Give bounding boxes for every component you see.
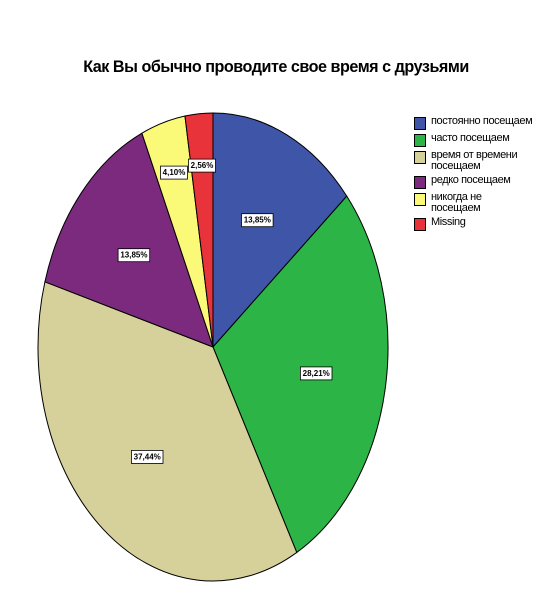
data-label-box: [299, 366, 333, 381]
legend-item: Missing: [414, 217, 550, 231]
data-label-text: 13,85%: [120, 251, 147, 260]
legend-item: никогда не посещаем: [414, 192, 550, 214]
legend-swatch: [414, 176, 426, 189]
data-label-box: [160, 165, 188, 180]
data-label-text: 4,10%: [163, 168, 186, 177]
legend-label: редко посещаем: [431, 174, 511, 186]
legend-swatch: [414, 134, 426, 147]
legend-label: время от времени посещаем: [431, 149, 518, 172]
legend-swatch: [414, 218, 426, 231]
legend-item: часто посещаем: [414, 133, 550, 147]
legend-label: никогда не посещаем: [431, 191, 482, 214]
pie-slice-3: [37, 281, 298, 582]
chart-legend: постоянно посещаем часто посещаем время от…: [414, 116, 550, 234]
data-label-4: 13,85%: [117, 248, 151, 263]
legend-swatch: [414, 117, 426, 130]
legend-swatch: [414, 193, 426, 206]
legend-item: редко посещаем: [414, 175, 550, 189]
legend-label: Missing: [431, 216, 466, 228]
data-label-5: 4,10%: [160, 165, 188, 180]
data-label-box: [117, 248, 151, 263]
legend-item: постоянно посещаем: [414, 116, 550, 130]
data-label-box: [130, 449, 164, 464]
data-label-box: [188, 158, 216, 173]
data-label-box: [241, 213, 274, 228]
data-label-text: 2,56%: [191, 161, 214, 170]
pie-slice-1: [212, 112, 348, 349]
data-label-6: 2,56%: [188, 158, 216, 173]
data-label-3: 37,44%: [130, 449, 164, 464]
data-label-text: 37,44%: [134, 452, 161, 461]
legend-swatch: [414, 151, 426, 164]
data-label-text: 28,21%: [303, 369, 330, 378]
data-label-1: 13,85%: [241, 213, 274, 228]
legend-item: время от времени посещаем: [414, 150, 550, 172]
legend-label: часто посещаем: [431, 132, 510, 144]
data-label-text: 13,85%: [244, 216, 271, 225]
pie-slice-4: [44, 132, 214, 348]
legend-label: постоянно посещаем: [431, 115, 533, 127]
chart-title: Как Вы обычно проводите свое время с дру…: [83, 57, 469, 76]
data-label-2: 28,21%: [299, 366, 333, 381]
